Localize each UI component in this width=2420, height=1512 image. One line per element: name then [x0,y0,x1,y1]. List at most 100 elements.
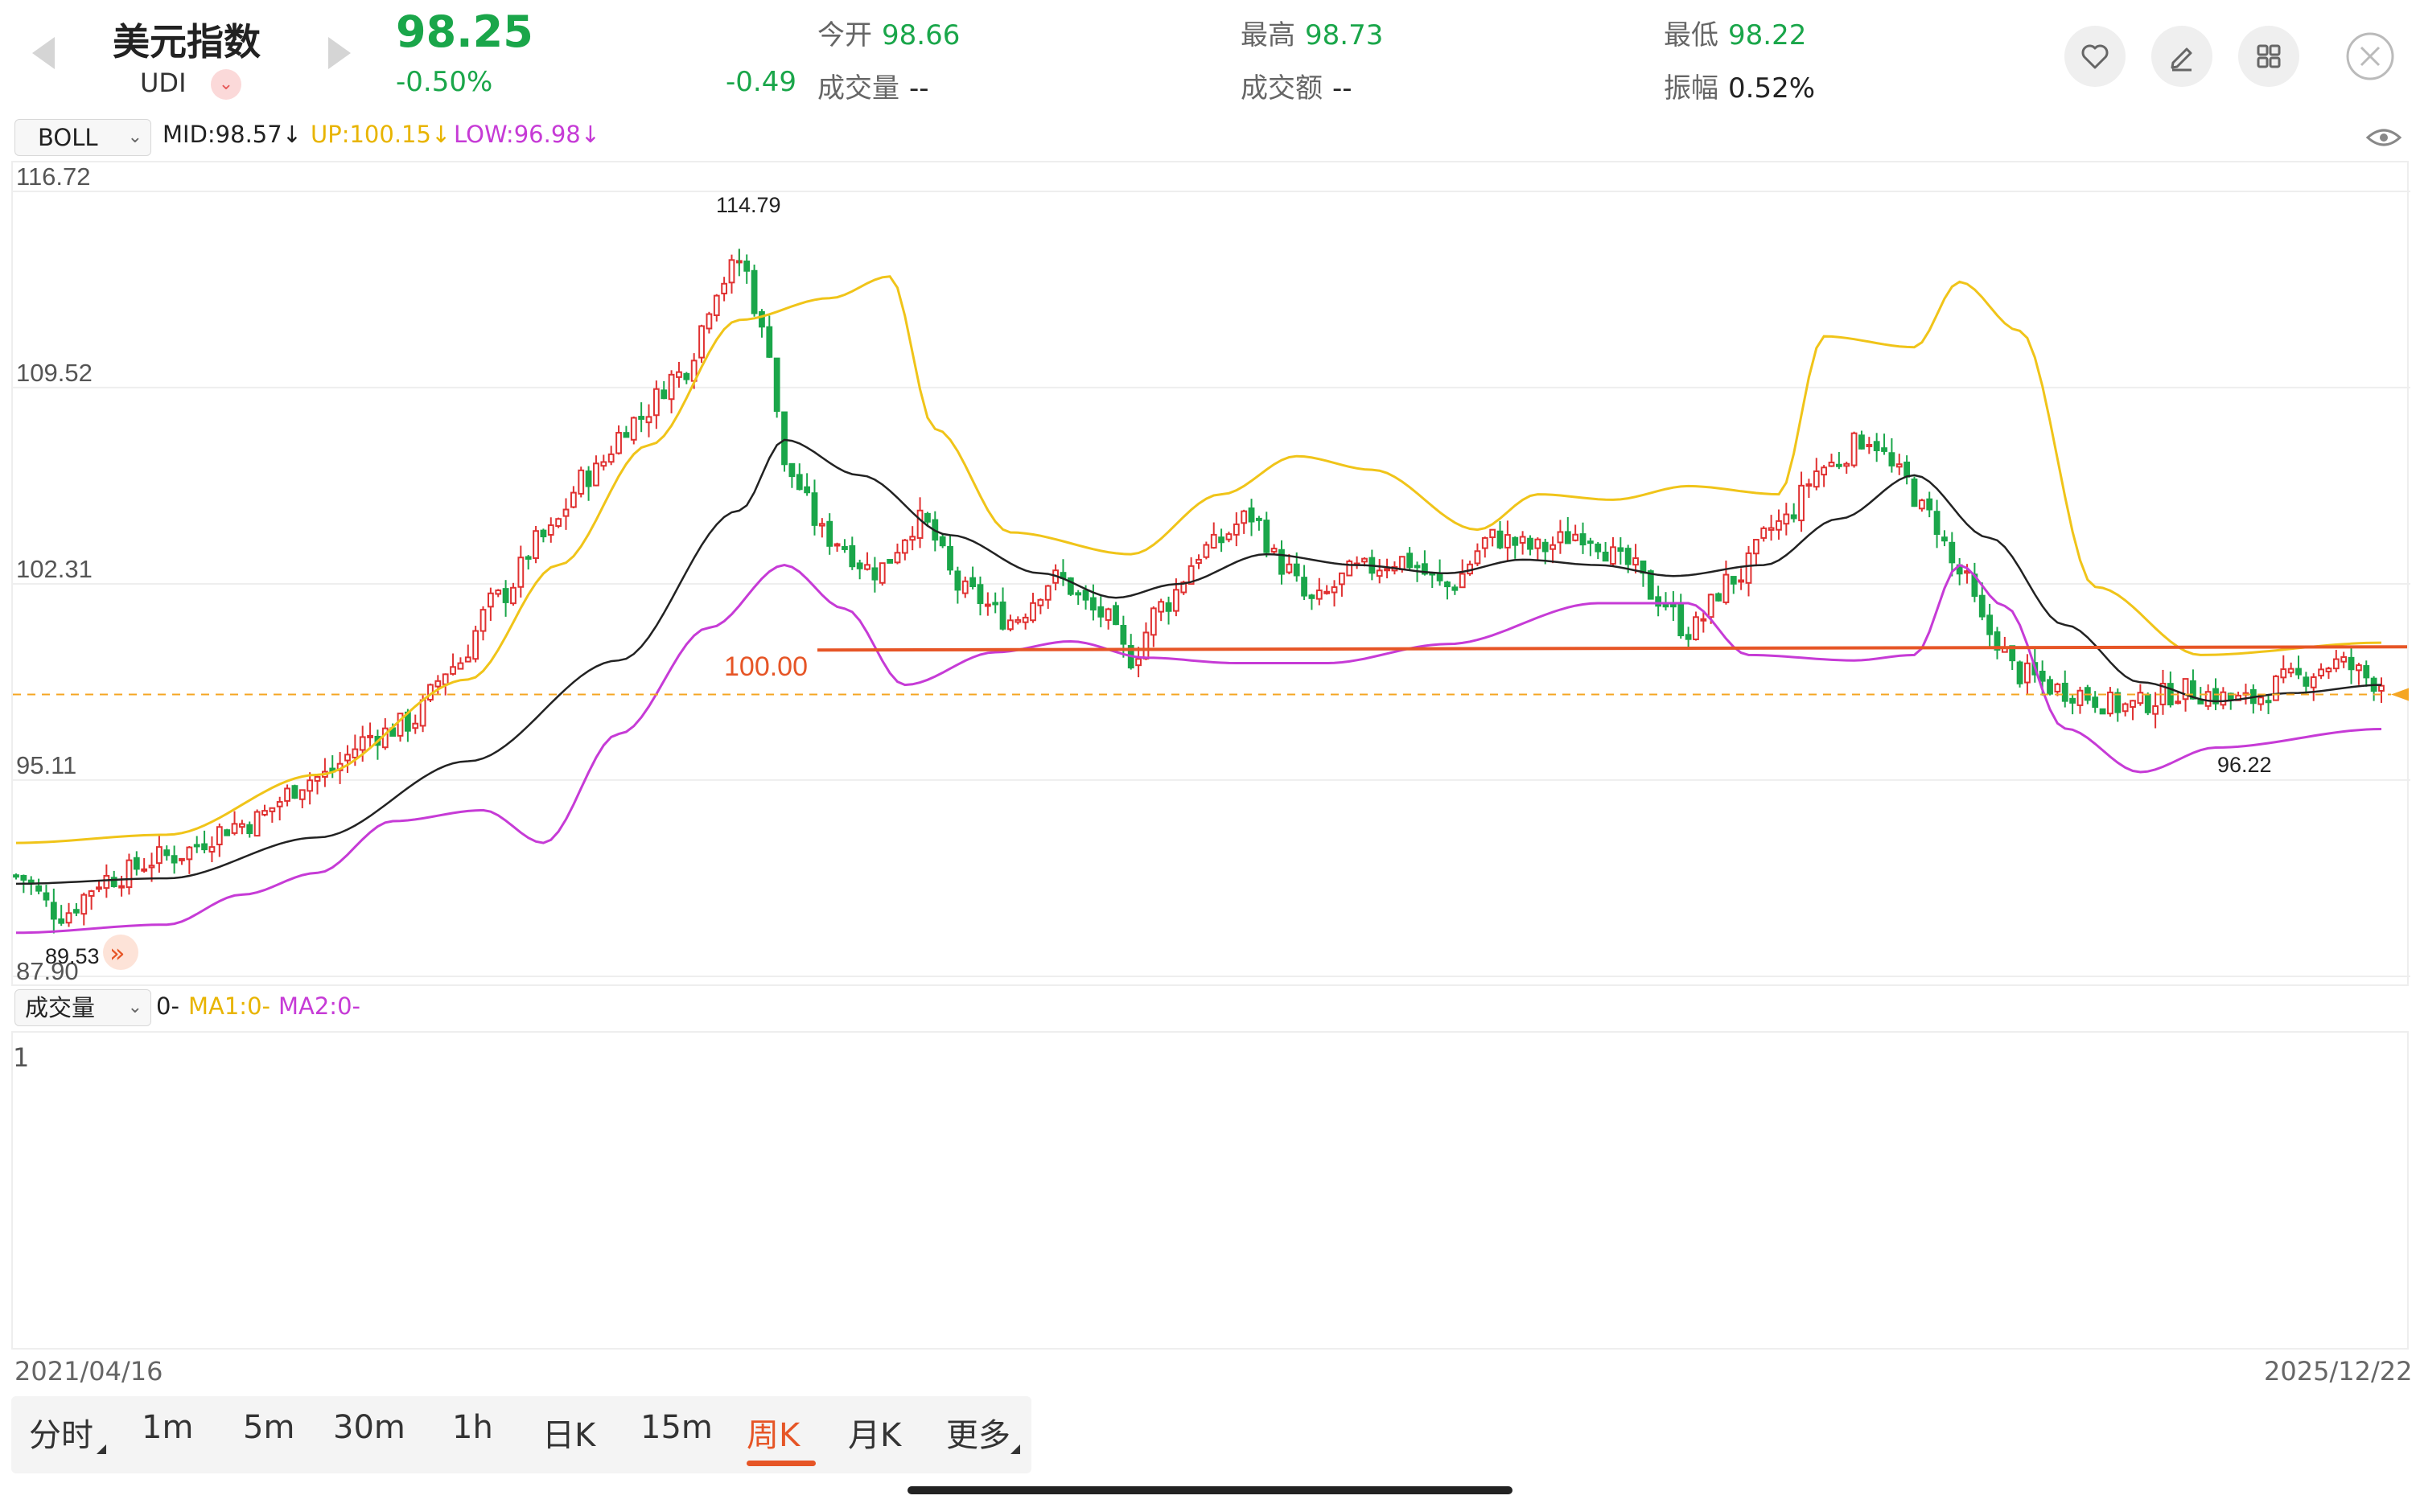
kline-chart[interactable]: 116.72 109.52 102.31 95.11 87.90 114.79 … [11,161,2410,986]
candlestick [238,820,245,835]
tab-30m[interactable]: 30m [333,1409,405,1446]
chevron-down-icon[interactable]: ⌄ [211,69,241,100]
candlestick [1994,627,2001,659]
candlestick [1579,522,1587,554]
candlestick [1926,491,1933,518]
candlestick [1956,557,1963,585]
candlestick [562,498,570,530]
candlestick [2092,691,2099,713]
candlestick [2130,700,2136,721]
candlestick [1353,556,1360,569]
candlestick [1315,577,1323,606]
candlestick [615,425,622,455]
candlestick [1278,540,1285,585]
next-arrow-icon[interactable] [328,37,351,69]
candlestick [661,380,668,400]
candlestick [1459,559,1466,589]
candlestick [2249,684,2257,714]
candlestick [1120,615,1127,658]
candlestick [1196,554,1202,569]
candlestick [2076,686,2084,714]
candlestick [1060,559,1067,586]
stat-value: 98.66 [882,19,961,51]
tab-weekly[interactable]: 周K [747,1417,800,1454]
candlestick [1015,616,1022,625]
candlestick [2340,651,2348,668]
candlestick [1527,535,1533,556]
candlestick [13,873,19,880]
volume-indicator-selector[interactable]: 成交量 ⌄ [14,989,151,1026]
candlestick [397,713,404,742]
candlestick [1090,584,1097,621]
candlestick [2303,672,2310,694]
tab-5m[interactable]: 5m [243,1409,295,1446]
candlestick [585,466,592,501]
candlestick [1895,454,1903,475]
scroll-left-button[interactable] [103,935,138,970]
edit-button[interactable] [2151,26,2212,87]
candlestick [1798,471,1805,532]
candlestick [1203,541,1210,560]
boll-low-value: LOW:96.98↓ [454,121,601,148]
volume-chart[interactable]: 1 [11,1031,2409,1350]
previous-arrow-icon[interactable] [32,37,55,69]
candlestick [1007,614,1014,632]
tab-timeshare[interactable]: 分时 [29,1417,93,1454]
eye-icon[interactable] [2365,125,2402,150]
candlestick [1022,613,1029,630]
candlestick [652,380,660,429]
candlestick [1504,520,1511,561]
tab-1m[interactable]: 1m [142,1409,194,1446]
candlestick [2378,677,2385,703]
tab-daily[interactable]: 日K [542,1417,596,1454]
candlestick [2363,660,2370,687]
candlestick [193,836,200,853]
change-amount: -0.49 [726,66,796,98]
low-price-label: 89.53 [45,944,100,968]
close-icon[interactable] [2344,31,2396,82]
volume-ma2-value: MA2:0- [278,992,360,1020]
candlestick [570,486,577,509]
candlestick [2099,708,2106,715]
stat-volume: 成交量 -- [817,66,929,105]
stat-value: 98.22 [1728,19,1807,51]
tab-monthly[interactable]: 月K [848,1417,902,1454]
candlestick [2016,660,2023,688]
candlestick [1030,593,1036,623]
candlestick [1685,627,1692,647]
candlestick [630,416,637,445]
tab-1h[interactable]: 1h [452,1409,493,1446]
candlestick [1097,596,1105,627]
candlestick [367,722,373,749]
favorite-button[interactable] [2064,26,2126,87]
candlestick [2318,663,2324,680]
candlestick [2204,684,2212,710]
high-price-label: 114.79 [716,193,781,217]
candlestick [1248,499,1255,536]
instrument-code: UDI [140,68,187,98]
candlestick [849,536,856,570]
candlestick [1776,509,1782,540]
tab-15m[interactable]: 15m [640,1409,713,1446]
candlestick [2107,687,2113,717]
candlestick [1263,512,1270,557]
candlestick [2144,692,2151,716]
candlestick [788,462,796,488]
candlestick [645,404,652,438]
candlestick [781,411,788,472]
tab-more[interactable]: 更多 [946,1417,1010,1454]
candlestick [525,555,532,570]
candlestick [1572,524,1579,542]
candlestick [1949,532,1956,577]
candlestick [1835,452,1842,470]
home-indicator [908,1486,1512,1494]
stat-label: 今开 [817,19,872,51]
stat-low: 最低 98.22 [1664,13,1806,52]
candlestick [1866,437,1873,454]
layout-button[interactable] [2238,26,2299,87]
candlestick [676,361,682,388]
candlestick [1150,606,1157,647]
candlestick [2220,687,2227,709]
indicator-selector[interactable]: BOLL ⌄ [14,119,151,156]
kline-chart-svg: 116.72 109.52 102.31 95.11 87.90 114.79 … [13,162,2410,985]
